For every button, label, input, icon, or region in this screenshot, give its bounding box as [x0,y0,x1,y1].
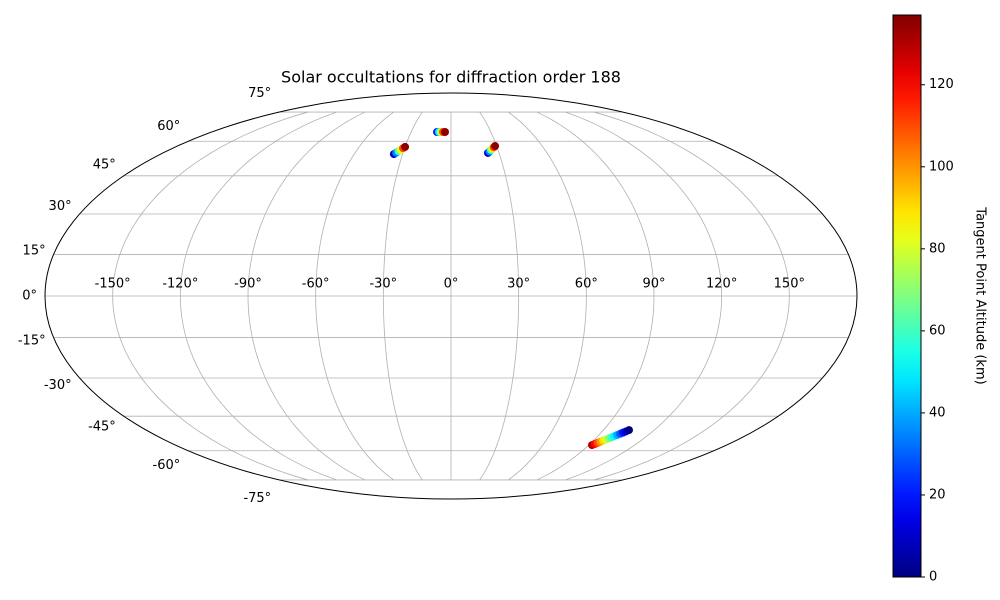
grid-line [565,111,723,481]
grid-line [247,111,366,481]
x-tick-label: -120° [162,277,198,292]
grid-line [508,111,587,481]
chart-title: Solar occultations for diffraction order… [281,68,621,87]
grid-line [382,111,423,481]
grid-line [479,111,520,481]
colorbar [892,14,922,578]
y-tick-label: 60° [157,119,180,134]
grid-line [594,111,790,481]
colorbar-label: Tangent Point Altitude (km) [973,206,988,384]
y-tick-label: -75° [243,491,271,506]
y-tick-label: -15° [18,334,46,349]
colorbar-tick-label: 80 [929,241,946,256]
y-tick-label: 75° [248,86,271,101]
x-tick-label: -60° [302,277,330,292]
y-tick-label: 0° [22,289,37,304]
y-tick-label: -60° [153,458,181,473]
y-tick-label: 30° [49,199,72,214]
x-tick-label: 90° [642,277,665,292]
x-tick-label: -150° [95,277,131,292]
x-tick-label: 120° [706,277,737,292]
x-tick-label: 0° [444,277,459,292]
colorbar-tick-label: 0 [929,570,937,585]
y-tick-label: -45° [88,420,116,435]
colorbar-tick-label: 120 [929,77,954,92]
colorbar-tick-label: 60 [929,323,946,338]
colorbar-tick-label: 20 [929,487,946,502]
data-point [441,128,450,137]
y-tick-label: 45° [93,157,116,172]
grid-line [315,111,394,481]
y-tick-label: -30° [44,378,72,393]
grid-line [179,111,337,481]
x-tick-label: -90° [234,277,262,292]
x-tick-label: -30° [369,277,397,292]
data-point [625,426,634,435]
y-tick-label: 15° [23,243,46,258]
colorbar-tick-label: 100 [929,159,954,174]
map-outline [44,92,858,500]
grid-line [112,111,308,481]
grid-line [536,111,655,481]
colorbar-tick-label: 40 [929,405,946,420]
data-point [401,142,410,151]
x-tick-label: 60° [575,277,598,292]
x-tick-label: 30° [507,277,530,292]
data-point [491,142,500,151]
x-tick-label: 150° [774,277,805,292]
